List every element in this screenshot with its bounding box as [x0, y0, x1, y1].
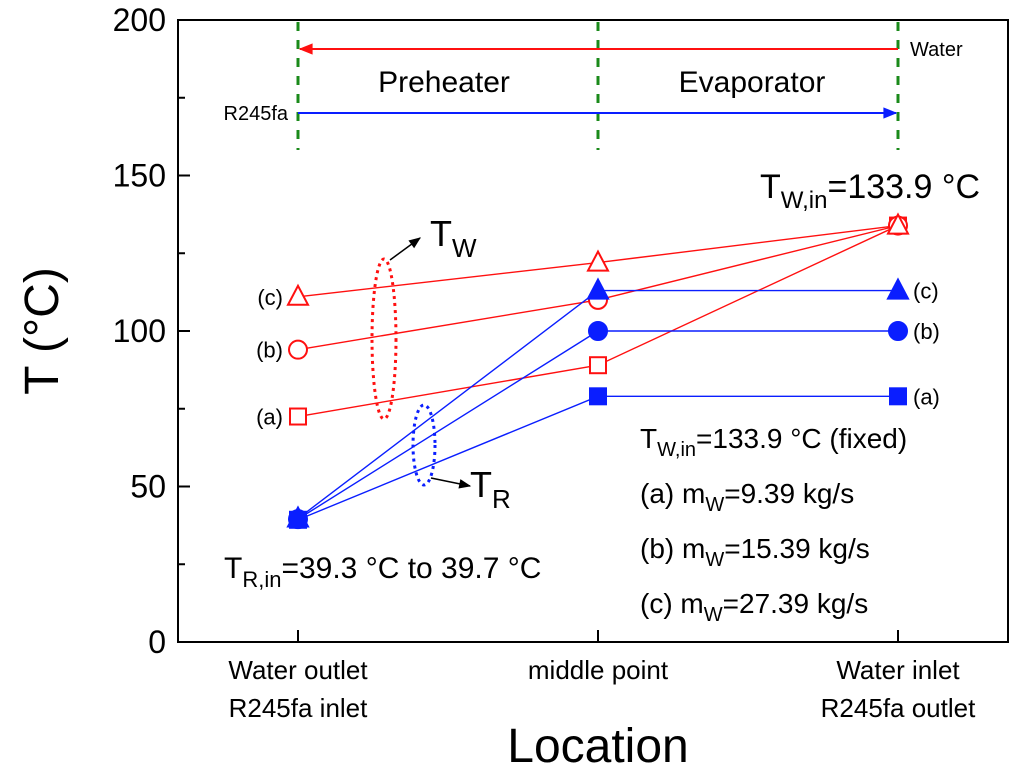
- refrigerant-flow-label: R245fa: [224, 103, 289, 125]
- axes-layer: [177, 19, 1009, 643]
- water-series-label: (a): [256, 405, 283, 430]
- tr-label-sub: R: [492, 484, 511, 514]
- legend-row-sub: W: [705, 549, 724, 571]
- water-point-triangle: [886, 212, 910, 235]
- tr-in-label: TR,in=39.3 °C to 39.7 °C: [224, 552, 541, 592]
- preheater-label: Preheater: [378, 66, 510, 99]
- water-series-label: (c): [257, 285, 283, 310]
- water-point-square: [589, 356, 607, 375]
- tw-label-sub: W: [452, 233, 477, 263]
- x-tick-label: R245fa inlet: [229, 693, 369, 723]
- series-layer: [286, 212, 910, 530]
- water-series-label: (b): [256, 338, 283, 363]
- x-tick-label: Water inlet: [836, 655, 960, 685]
- refrigerant-series-label: (b): [913, 319, 940, 344]
- text-layer: Water R245fa Preheater Evaporator 0 50 100 150 2…: [16, 2, 980, 764]
- refrigerant-series-label: (a): [913, 384, 940, 409]
- annotation-layer: [298, 43, 898, 489]
- legend-row-main: (c) m: [640, 588, 704, 619]
- legend-row-rest: =27.39 kg/s: [723, 588, 869, 619]
- y-axis-title: T (°C): [16, 267, 69, 395]
- legend-row-rest: =15.39 kg/s: [724, 533, 870, 564]
- legend-row: (c) mW=27.39 kg/s: [640, 588, 868, 626]
- refrigerant-point-square: [589, 387, 607, 406]
- refrigerant-temp-group-ellipse: [411, 403, 437, 487]
- refrigerant-point-circle: [588, 321, 608, 341]
- tr-pointer-arrow: [430, 477, 472, 489]
- tr-in-label-sub: R,in: [242, 567, 281, 592]
- y-tick-label: 100: [113, 313, 166, 349]
- legend-row-sub: W: [705, 494, 724, 516]
- legend-row: (b) mW=15.39 kg/s: [640, 533, 870, 571]
- refrigerant-point-triangle: [886, 277, 910, 300]
- refrigerant-point-triangle: [586, 277, 610, 300]
- legend-row-rest: =9.39 kg/s: [724, 478, 854, 509]
- tr-in-label-rest: =39.3 °C to 39.7 °C: [281, 552, 541, 585]
- refrigerant-point-triangle: [286, 505, 310, 528]
- y-tick-label: 0: [148, 624, 166, 660]
- tw-in-top-label: TW,in=133.9 °C: [760, 168, 980, 214]
- tr-in-label-main: T: [224, 552, 242, 585]
- legend-row-sub: W,in: [657, 439, 696, 461]
- water-temp-group-ellipse: [370, 257, 398, 421]
- legend-row-main: (b) m: [640, 533, 705, 564]
- water-flow-label: Water: [910, 39, 963, 61]
- tw-label: TW: [430, 213, 477, 263]
- tw-label-main: T: [430, 213, 452, 254]
- refrigerant-series-label: (c): [913, 279, 939, 304]
- legend-row-main: T: [640, 423, 657, 454]
- tw-in-top-label-sub: W,in: [781, 187, 828, 214]
- legend-row-sub: W: [704, 604, 723, 626]
- tw-in-top-label-rest: =133.9 °C: [827, 168, 980, 206]
- refrigerant-point-circle: [888, 321, 908, 341]
- x-axis-title: Location: [507, 720, 688, 764]
- legend-row-rest: =133.9 °C (fixed): [696, 423, 907, 454]
- y-tick-label: 50: [130, 469, 166, 505]
- tw-in-top-label-main: T: [760, 168, 781, 206]
- x-tick-label: Water outlet: [228, 655, 368, 685]
- water-point-square: [289, 407, 307, 426]
- water-point-circle: [288, 339, 308, 360]
- evaporator-label: Evaporator: [679, 66, 826, 99]
- section-dividers: [296, 22, 900, 150]
- water-point-triangle: [586, 249, 610, 272]
- refrigerant-point-square: [889, 387, 907, 406]
- legend-row: (a) mW=9.39 kg/s: [640, 478, 854, 516]
- x-tick-label: R245fa outlet: [821, 693, 976, 723]
- tw-pointer-arrow: [389, 237, 421, 261]
- tr-label-main: T: [470, 464, 492, 505]
- water-point-triangle: [286, 283, 310, 306]
- y-tick-label: 200: [113, 2, 166, 38]
- x-tick-label: middle point: [528, 655, 669, 685]
- y-tick-label: 150: [113, 158, 166, 194]
- legend-row: TW,in=133.9 °C (fixed): [640, 423, 907, 461]
- legend-row-main: (a) m: [640, 478, 705, 509]
- tr-label: TR: [470, 464, 511, 514]
